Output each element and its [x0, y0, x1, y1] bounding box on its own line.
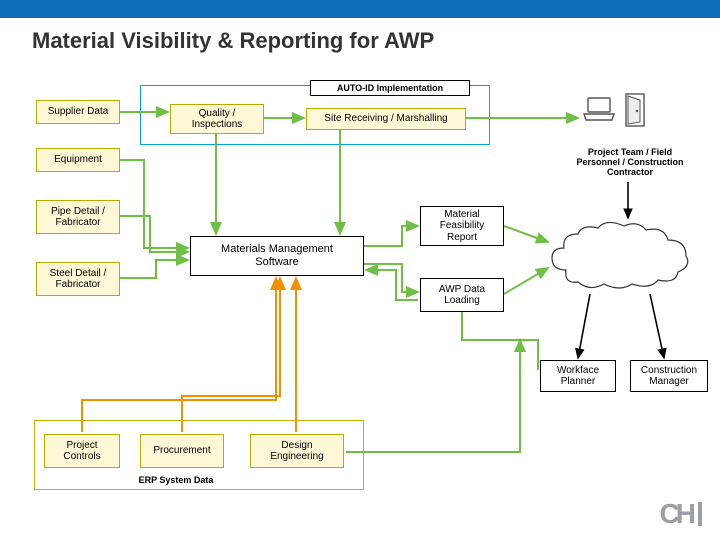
arrow-layer: [0, 0, 720, 540]
logo-ch: CH: [660, 498, 702, 530]
